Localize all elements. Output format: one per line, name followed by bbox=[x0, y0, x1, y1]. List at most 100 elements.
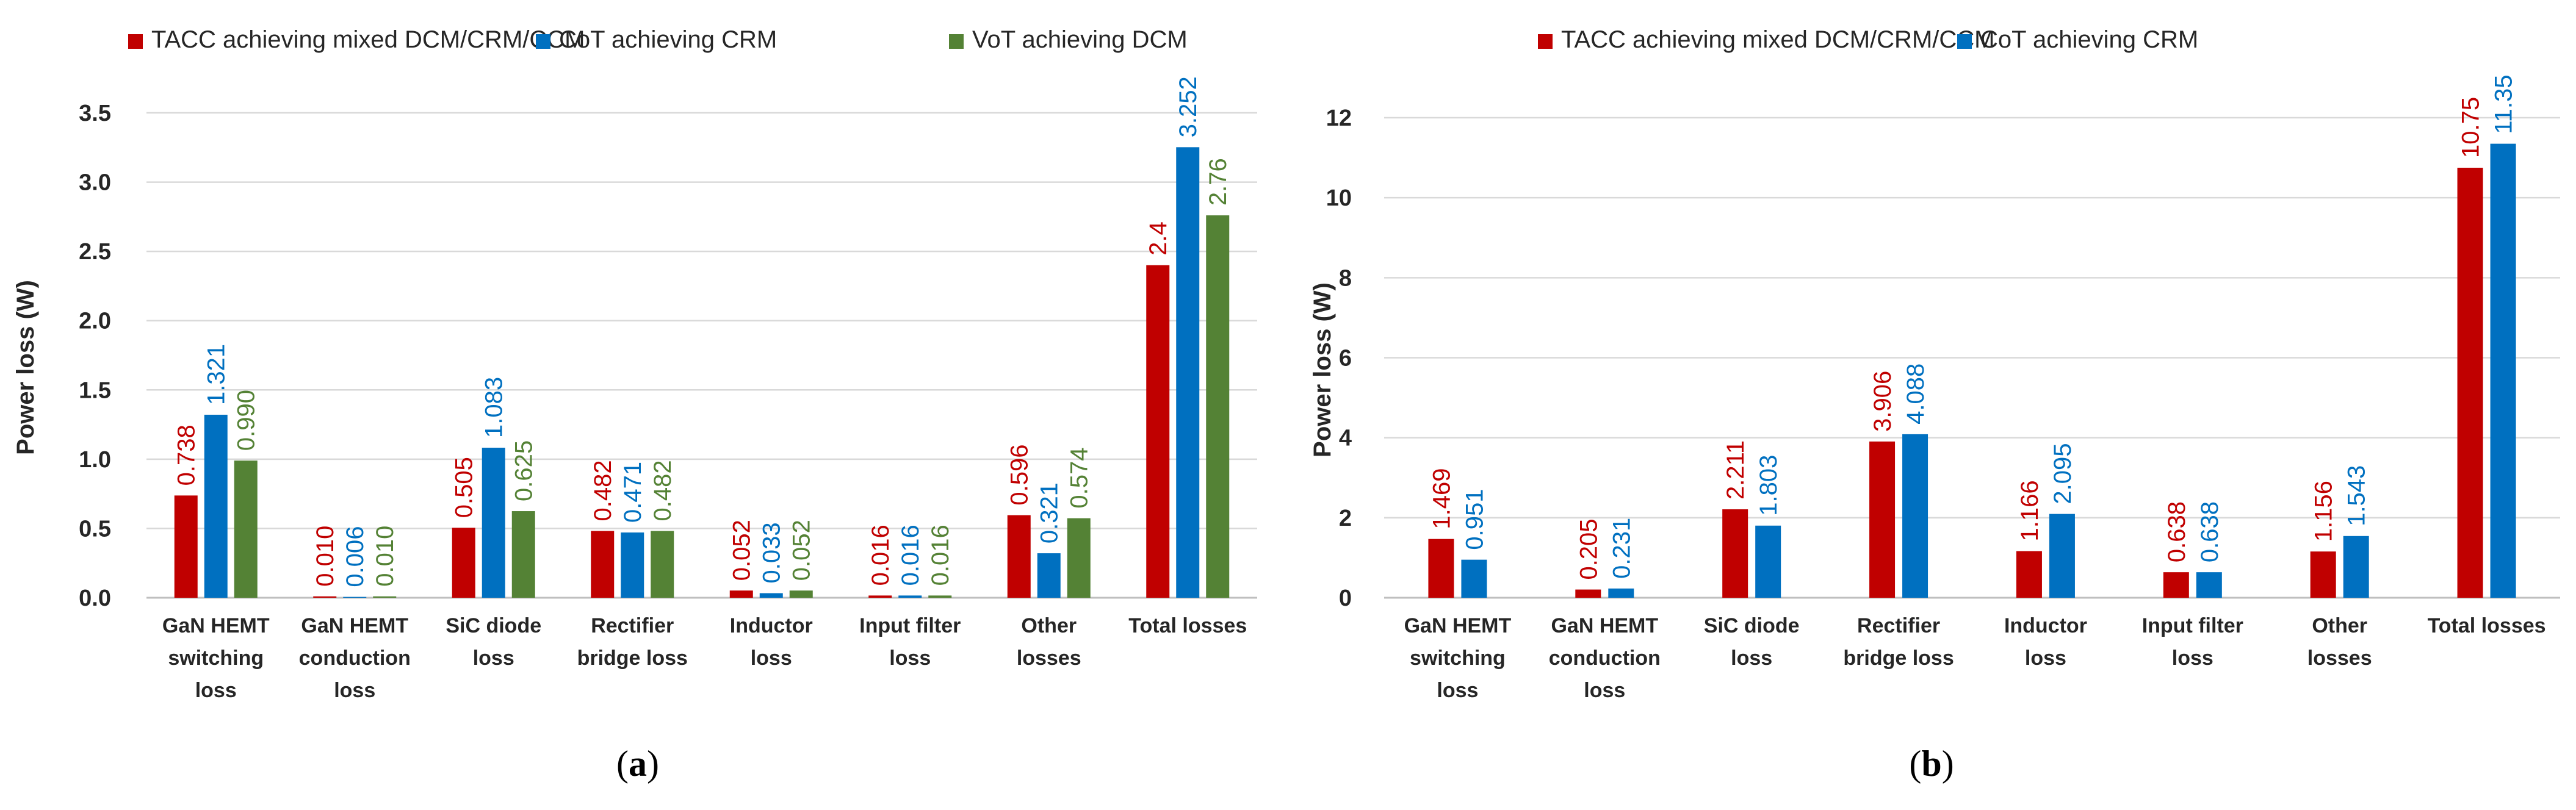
y-tick-label: 12 bbox=[1326, 106, 1352, 131]
data-label: 0.625 bbox=[511, 440, 538, 501]
data-label: 3.252 bbox=[1175, 76, 1202, 137]
category-label: switching bbox=[168, 647, 264, 670]
data-label: 0.052 bbox=[729, 520, 756, 581]
bar bbox=[1608, 588, 1634, 598]
bar bbox=[2310, 551, 2336, 598]
data-label: 1.321 bbox=[203, 344, 230, 405]
data-label: 1.166 bbox=[2016, 480, 2043, 541]
category-label: conduction bbox=[1549, 647, 1661, 670]
bar bbox=[2196, 572, 2222, 598]
bar bbox=[2049, 514, 2075, 598]
legend-swatch bbox=[536, 34, 550, 49]
legend-entry: TACC achieving mixed DCM/CRM/CCM bbox=[1561, 26, 1994, 53]
chart-panel-b: 0 2 4 6 8 10 12 Power loss (W) 1.469 0.951 GaN HEM… bbox=[1309, 26, 2560, 784]
bar bbox=[789, 590, 813, 598]
data-label: 10.75 bbox=[2458, 97, 2484, 158]
category-label: loss bbox=[2025, 647, 2066, 670]
bar bbox=[1869, 441, 1896, 598]
bar bbox=[928, 595, 952, 598]
data-label: 0.638 bbox=[2196, 501, 2223, 562]
data-label: 0.738 bbox=[173, 425, 200, 486]
data-label: 0.574 bbox=[1066, 448, 1093, 509]
category-label: GaN HEMT bbox=[1404, 614, 1512, 637]
category-label: loss bbox=[195, 679, 237, 702]
y-axis-label: Power loss (W) bbox=[12, 280, 39, 455]
bar bbox=[2016, 551, 2042, 598]
legend-swatch bbox=[1957, 34, 1972, 49]
data-label: 0.231 bbox=[1608, 518, 1635, 579]
y-tick-label: 1.5 bbox=[79, 378, 111, 403]
data-label: 0.482 bbox=[649, 460, 676, 521]
bar bbox=[1206, 215, 1230, 598]
bar bbox=[343, 597, 367, 598]
bar bbox=[651, 531, 674, 598]
data-label: 0.016 bbox=[927, 525, 954, 586]
bar bbox=[2457, 167, 2483, 598]
bar bbox=[729, 590, 753, 598]
category-label: GaN HEMT bbox=[301, 614, 408, 637]
bar bbox=[1575, 589, 1601, 598]
category-label: GaN HEMT bbox=[162, 614, 270, 637]
category-label: losses bbox=[2307, 647, 2372, 670]
data-label: 0.205 bbox=[1575, 518, 1602, 579]
bar bbox=[482, 448, 505, 598]
category-label: Input filter bbox=[2142, 614, 2243, 637]
y-tick-label: 6 bbox=[1339, 346, 1352, 371]
data-label: 0.596 bbox=[1006, 445, 1033, 506]
category-label: Total losses bbox=[2428, 614, 2546, 637]
category-label: Inductor bbox=[730, 614, 813, 637]
data-label: 1.469 bbox=[1428, 468, 1455, 529]
panel-caption: (b) bbox=[1909, 744, 1954, 784]
data-label: 0.010 bbox=[372, 526, 399, 587]
bar bbox=[1755, 525, 1781, 598]
y-tick-label: 3.0 bbox=[79, 170, 111, 196]
data-label: 3.906 bbox=[1869, 371, 1896, 432]
bar bbox=[868, 595, 892, 598]
data-label: 2.095 bbox=[2049, 443, 2076, 504]
data-label: 2.4 bbox=[1145, 221, 1172, 256]
bar bbox=[234, 461, 258, 598]
data-label: 1.543 bbox=[2343, 465, 2370, 526]
bar bbox=[898, 595, 922, 598]
category-label: Input filter bbox=[859, 614, 961, 637]
legend-entry: TACC achieving mixed DCM/CRM/CCM bbox=[151, 26, 585, 53]
bar bbox=[452, 528, 475, 598]
y-tick-label: 1.0 bbox=[79, 447, 111, 473]
data-label: 0.505 bbox=[451, 457, 478, 518]
data-label: 1.156 bbox=[2311, 481, 2337, 542]
bar bbox=[174, 495, 198, 598]
bar bbox=[373, 596, 397, 598]
y-tick-label: 2.5 bbox=[79, 239, 111, 265]
category-label: loss bbox=[889, 647, 931, 670]
category-label: loss bbox=[1584, 679, 1625, 702]
bar bbox=[313, 596, 337, 598]
category-label: loss bbox=[1437, 679, 1478, 702]
category-label: Other bbox=[1021, 614, 1077, 637]
bar bbox=[2490, 143, 2516, 598]
data-label: 0.482 bbox=[590, 460, 616, 521]
data-label: 0.006 bbox=[342, 526, 369, 587]
category-label: switching bbox=[1410, 647, 1506, 670]
bar bbox=[2163, 572, 2189, 598]
bar bbox=[1902, 434, 1928, 598]
y-axis-label: Power loss (W) bbox=[1309, 282, 1336, 457]
category-label: Rectifier bbox=[1857, 614, 1940, 637]
y-tick-label: 2 bbox=[1339, 506, 1352, 531]
category-label: conduction bbox=[299, 647, 411, 670]
category-label: loss bbox=[473, 647, 514, 670]
y-tick-label: 3.5 bbox=[79, 101, 111, 126]
y-tick-label: 8 bbox=[1339, 265, 1352, 291]
data-label: 0.016 bbox=[897, 525, 924, 586]
legend-entry: CoT achieving CRM bbox=[1980, 26, 2198, 53]
category-label: Total losses bbox=[1128, 614, 1247, 637]
bar bbox=[1176, 147, 1200, 598]
category-label: Rectifier bbox=[591, 614, 674, 637]
data-label: 2.76 bbox=[1205, 158, 1232, 206]
bar bbox=[1722, 509, 1748, 598]
bar bbox=[591, 531, 615, 598]
chart-panel-a: 0.0 0.5 1.0 1.5 2.0 2.5 3.0 3.5 Power loss (W) 0.… bbox=[12, 26, 1257, 784]
y-tick-label: 0.0 bbox=[79, 586, 111, 611]
data-label: 0.321 bbox=[1036, 482, 1063, 543]
bar bbox=[621, 532, 644, 598]
